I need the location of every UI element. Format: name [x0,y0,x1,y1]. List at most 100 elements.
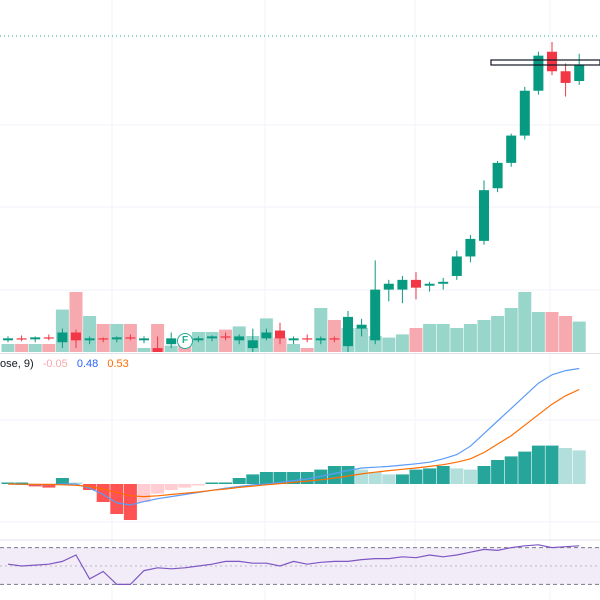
volume-bar [355,328,369,352]
histogram-bar [151,484,165,494]
candle-body [560,71,571,83]
volume-bar [273,337,287,352]
candles [3,42,585,352]
histogram-bar [55,478,69,484]
histogram-bar [355,469,369,484]
volume-bar [436,324,450,352]
volume-bar [504,308,518,352]
histogram-bar [219,482,233,484]
histogram-bar [545,445,559,484]
candle-body [288,338,299,341]
candle-body [302,338,313,340]
histogram-bar [477,466,491,484]
histogram-bar [28,484,42,487]
volume-bar [137,348,151,352]
candle-body [207,336,217,339]
histogram-bar [42,484,56,488]
histogram-bar [463,469,477,484]
macd-legend-signal: 0.53 [107,358,129,370]
volume-bar [531,312,545,352]
macd-legend-histogram: -0.05 [42,358,68,370]
candle-body [343,316,353,347]
histogram-bar [450,468,464,484]
histogram-bar [395,474,409,484]
histogram-bar [246,474,260,484]
candle-body [30,337,41,340]
histogram-bar [110,484,124,514]
candle-body [465,238,476,257]
histogram-bar [518,451,532,484]
macd-legend: ose, 9) -0.05 0.48 0.53 [0,358,135,370]
volume-bar [164,345,178,352]
volume-bar [395,334,409,352]
candle-body [451,256,462,276]
volume-bar [219,329,233,352]
candle-body [519,90,530,136]
volume-bar [491,316,505,352]
macd-line [7,367,580,506]
candle-body [424,283,435,286]
volume-bar [559,316,573,352]
signal-line [7,388,580,498]
candle-body [111,337,122,340]
candle-body [139,338,149,341]
candle-body [16,338,27,340]
flag-icon[interactable]: F [177,333,193,349]
histogram-bar [504,456,518,484]
histogram-bar [232,478,246,484]
rsi-line [7,544,580,585]
candle-body [234,336,245,341]
volume-bar [83,316,97,352]
volume-bar [545,312,559,352]
histogram-bar [15,482,29,484]
candle-body [397,279,408,290]
histogram-bar [123,484,137,520]
candle-body [356,324,367,329]
candle-body [98,338,109,340]
candle-body [84,338,95,341]
candle-body [152,348,163,352]
histogram-bar [164,484,178,490]
histogram-bar [572,450,586,484]
histogram-bar [191,484,205,486]
histogram-bar [178,484,192,488]
volume-bar [287,344,301,352]
candle-body [71,332,81,341]
candle-body [166,338,177,345]
histogram-bar [69,482,83,484]
candle-body [411,279,421,288]
candle-body [125,337,136,339]
candle-body [492,162,503,189]
candle-body [57,332,68,343]
candle-body [370,289,381,341]
macd-legend-label: ose, 9) [0,358,34,370]
high-marker-box [490,59,600,66]
histogram-bar [531,445,545,484]
candle-body [383,283,394,290]
histogram-bar [327,466,341,484]
volume-bar [300,348,314,352]
histogram-bar [382,474,396,484]
volume-bar [314,308,328,352]
histogram-bar [205,482,219,484]
volume-bar [327,320,341,352]
volume-bar [15,344,29,352]
candle-body [329,338,340,340]
candle-body [43,337,54,339]
volume-bar [1,344,15,352]
candle-body [315,338,326,341]
volume-bar [205,332,219,352]
histogram-bar [409,469,423,484]
histogram-bar [423,468,437,484]
candle-body [479,190,489,241]
volume-bar [477,320,491,352]
histogram-bar [273,472,287,484]
volume-bar [572,321,586,352]
candle-body [193,338,204,341]
candle-body [220,336,231,338]
candle-body [574,65,585,81]
histogram-bar [259,472,273,484]
histogram-bar [559,448,573,484]
